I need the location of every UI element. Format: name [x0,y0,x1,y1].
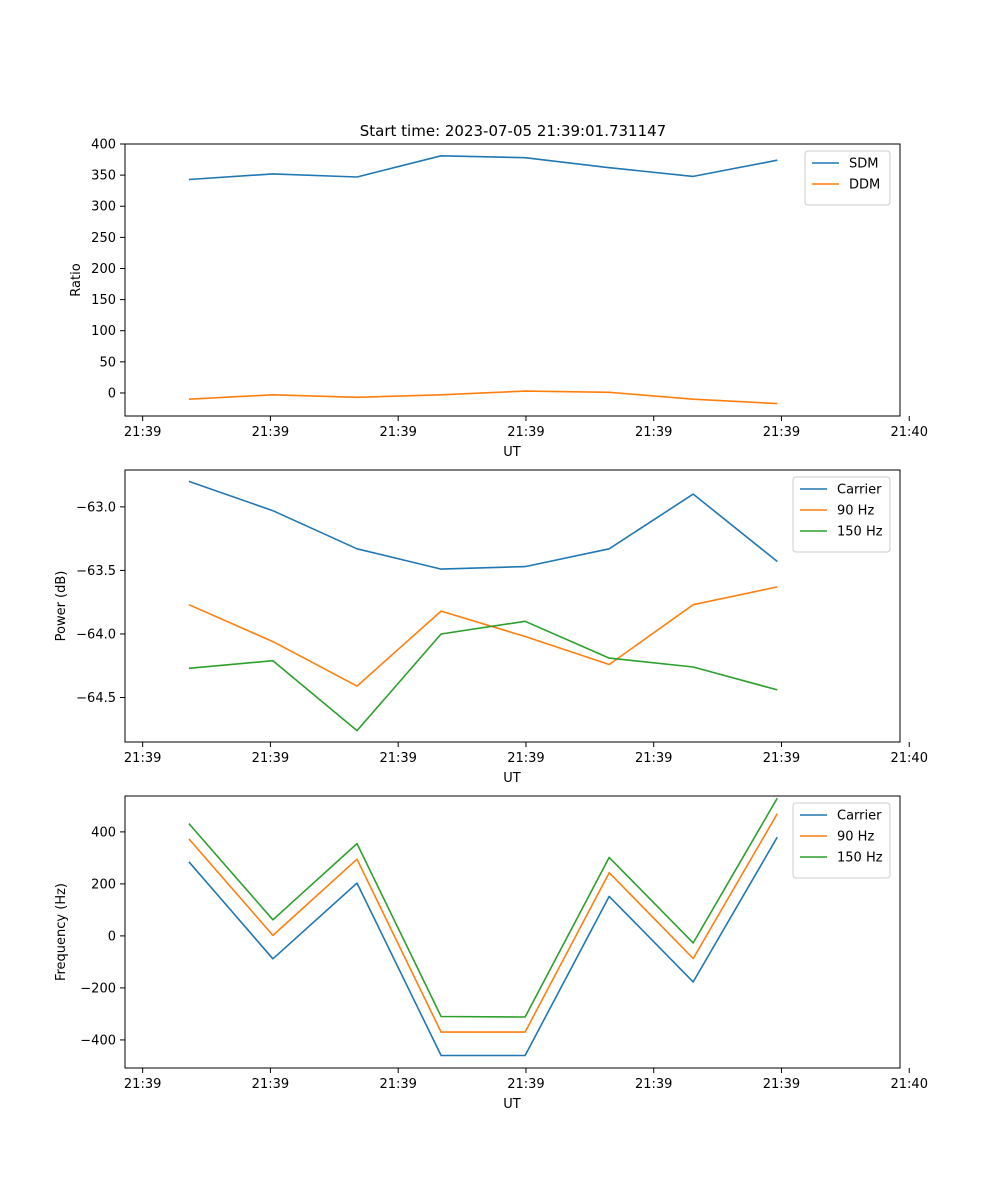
x-tick-label: 21:39 [379,751,416,766]
legend-label: Carrier [837,809,882,824]
y-tick-label: −64.0 [76,627,116,642]
y-tick-label: 200 [91,877,116,892]
series-line-carrier [188,480,778,570]
y-axis-label: Ratio [69,263,84,296]
x-tick-label: 21:39 [124,751,161,766]
x-tick-label: 21:39 [635,751,672,766]
legend-label: Carrier [837,483,882,498]
legend: Carrier 90 Hz 150 Hz [792,476,891,553]
chart-panel-3: 21:39 21:39 21:39 21:39 21:39 21:39 21:40 400 20… [54,795,928,1112]
x-tick-label: 21:40 [891,1077,928,1092]
legend-box [804,150,891,206]
y-tick-label: 200 [91,262,116,277]
x-tick-label: 21:39 [507,1077,544,1092]
legend-label: 90 Hz [837,830,874,845]
figure-title: Start time: 2023-07-05 21:39:01.731147 [360,122,666,140]
axes-frame [124,143,901,417]
y-axis-label: Power (dB) [54,571,69,642]
x-tick-label: 21:39 [379,1077,416,1092]
y-tick-label: 0 [108,386,116,401]
axes-frame [124,469,901,743]
legend-box [792,802,891,879]
y-tick-label: −63.0 [76,500,116,515]
x-tick-label: 21:39 [635,425,672,440]
x-axis-label: UT [503,1097,521,1112]
y-tick-label: −400 [80,1033,116,1048]
y-tick-label: 400 [91,825,116,840]
x-tick-label: 21:39 [763,751,800,766]
x-axis-label: UT [503,771,521,786]
series-line-90-hz [188,586,778,687]
series-line-150-hz [188,620,778,732]
x-tick-label: 21:40 [891,425,928,440]
chart-panel-2: 21:39 21:39 21:39 21:39 21:39 21:39 21:40 −63.0… [54,469,928,786]
series-line-90-hz [188,813,778,1033]
chart-panel-1: 21:39 21:39 21:39 21:39 21:39 21:39 21:40 0 50 10… [69,138,928,461]
legend-box [792,476,891,553]
x-tick-label: 21:39 [763,425,800,440]
legend-label: 150 Hz [837,851,883,866]
x-tick-label: 21:39 [252,1077,289,1092]
series-line-sdm [188,155,778,181]
x-tick-label: 21:39 [507,751,544,766]
y-tick-label: −63.5 [76,564,116,579]
y-tick-label: 0 [108,929,116,944]
legend-label: DDM [849,178,880,193]
x-tick-label: 21:39 [763,1077,800,1092]
x-tick-label: 21:40 [891,751,928,766]
y-tick-label: 350 [91,169,116,184]
y-tick-label: 300 [91,200,116,215]
x-axis-label: UT [503,445,521,460]
legend-label: 90 Hz [837,504,874,519]
x-tick-label: 21:39 [252,751,289,766]
legend: Carrier 90 Hz 150 Hz [792,802,891,879]
x-tick-label: 21:39 [124,425,161,440]
x-tick-label: 21:39 [635,1077,672,1092]
axes-frame [124,795,901,1069]
series-line-ddm [188,390,778,405]
y-tick-label: −64.5 [76,691,116,706]
x-tick-label: 21:39 [124,1077,161,1092]
y-tick-label: 250 [91,231,116,246]
series-line-150-hz [188,797,778,1018]
x-tick-label: 21:39 [507,425,544,440]
y-tick-label: 400 [91,138,116,153]
legend-label: SDM [849,157,878,172]
x-tick-label: 21:39 [379,425,416,440]
legend-label: 150 Hz [837,525,883,540]
x-tick-label: 21:39 [252,425,289,440]
series-line-carrier [188,836,778,1057]
y-axis-label: Frequency (Hz) [54,883,69,981]
y-tick-label: 100 [91,324,116,339]
y-tick-label: 150 [91,293,116,308]
legend: SDM DDM [804,150,891,206]
y-tick-label: 50 [99,355,116,370]
y-tick-label: −200 [80,981,116,996]
